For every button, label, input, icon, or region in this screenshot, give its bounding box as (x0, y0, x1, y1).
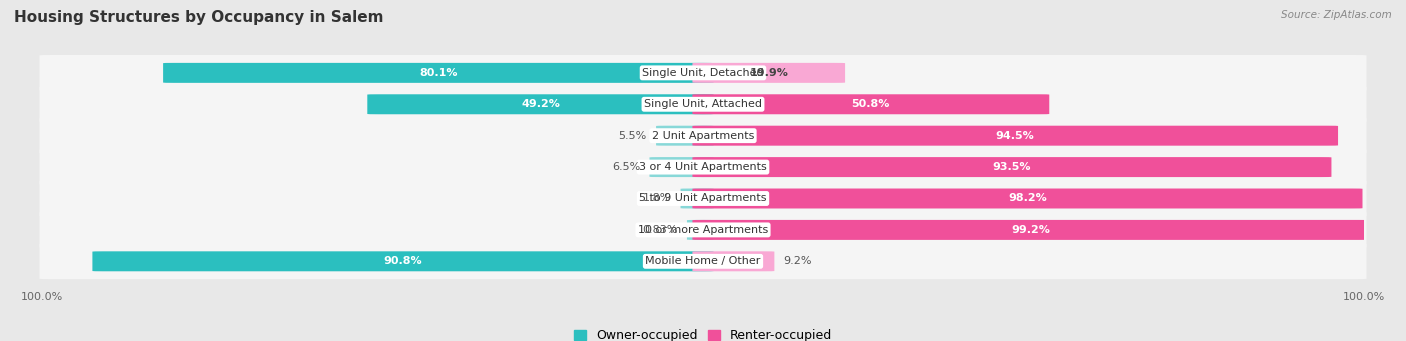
FancyBboxPatch shape (688, 220, 714, 240)
Text: 5 to 9 Unit Apartments: 5 to 9 Unit Apartments (640, 193, 766, 204)
Text: 50.8%: 50.8% (852, 99, 890, 109)
Text: 3 or 4 Unit Apartments: 3 or 4 Unit Apartments (640, 162, 766, 172)
Text: Mobile Home / Other: Mobile Home / Other (645, 256, 761, 266)
Text: 6.5%: 6.5% (612, 162, 640, 172)
Text: 1.8%: 1.8% (643, 193, 671, 204)
Text: Housing Structures by Occupancy in Salem: Housing Structures by Occupancy in Salem (14, 10, 384, 25)
Text: 93.5%: 93.5% (993, 162, 1031, 172)
FancyBboxPatch shape (650, 157, 714, 177)
Text: 10 or more Apartments: 10 or more Apartments (638, 225, 768, 235)
FancyBboxPatch shape (692, 126, 1339, 146)
Text: Source: ZipAtlas.com: Source: ZipAtlas.com (1281, 10, 1392, 20)
Text: 99.2%: 99.2% (1011, 225, 1050, 235)
FancyBboxPatch shape (692, 220, 1369, 240)
FancyBboxPatch shape (692, 157, 1331, 177)
FancyBboxPatch shape (39, 212, 1367, 248)
FancyBboxPatch shape (367, 94, 714, 114)
FancyBboxPatch shape (39, 55, 1367, 91)
Text: 49.2%: 49.2% (522, 99, 560, 109)
Text: 98.2%: 98.2% (1008, 193, 1047, 204)
FancyBboxPatch shape (93, 251, 714, 271)
FancyBboxPatch shape (692, 251, 775, 271)
FancyBboxPatch shape (163, 63, 714, 83)
FancyBboxPatch shape (39, 86, 1367, 122)
FancyBboxPatch shape (681, 189, 714, 208)
Text: 2 Unit Apartments: 2 Unit Apartments (652, 131, 754, 141)
Text: 90.8%: 90.8% (384, 256, 422, 266)
FancyBboxPatch shape (657, 126, 714, 146)
Text: 0.83%: 0.83% (643, 225, 678, 235)
Text: Single Unit, Detached: Single Unit, Detached (643, 68, 763, 78)
FancyBboxPatch shape (39, 118, 1367, 153)
Text: Single Unit, Attached: Single Unit, Attached (644, 99, 762, 109)
Text: 80.1%: 80.1% (419, 68, 457, 78)
Legend: Owner-occupied, Renter-occupied: Owner-occupied, Renter-occupied (568, 324, 838, 341)
Text: 19.9%: 19.9% (749, 68, 789, 78)
Text: 5.5%: 5.5% (619, 131, 647, 141)
FancyBboxPatch shape (692, 63, 845, 83)
Text: 94.5%: 94.5% (995, 131, 1035, 141)
Text: 9.2%: 9.2% (783, 256, 813, 266)
FancyBboxPatch shape (39, 181, 1367, 217)
FancyBboxPatch shape (692, 189, 1362, 208)
FancyBboxPatch shape (692, 94, 1049, 114)
FancyBboxPatch shape (39, 149, 1367, 185)
FancyBboxPatch shape (39, 243, 1367, 279)
